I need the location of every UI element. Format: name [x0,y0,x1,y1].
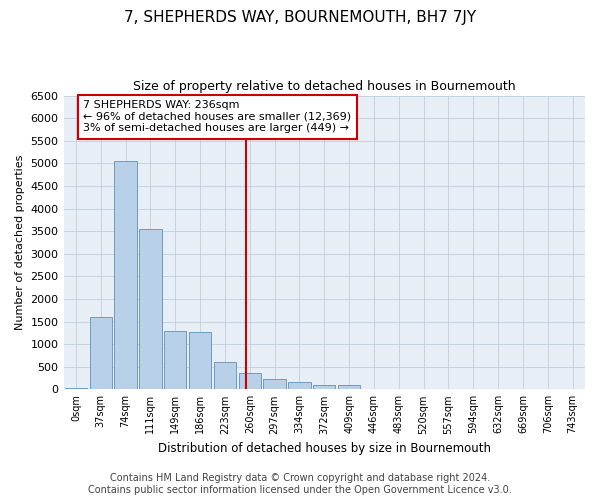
X-axis label: Distribution of detached houses by size in Bournemouth: Distribution of detached houses by size … [158,442,491,455]
Text: 7, SHEPHERDS WAY, BOURNEMOUTH, BH7 7JY: 7, SHEPHERDS WAY, BOURNEMOUTH, BH7 7JY [124,10,476,25]
Bar [338,385,360,390]
Bar [115,161,137,390]
Bar [139,229,161,390]
Bar [288,382,311,390]
Bar [164,330,187,390]
Bar [214,362,236,390]
Bar [189,332,211,390]
Bar [239,374,261,390]
Text: 7 SHEPHERDS WAY: 236sqm
← 96% of detached houses are smaller (12,369)
3% of semi: 7 SHEPHERDS WAY: 236sqm ← 96% of detache… [83,100,352,134]
Text: Contains HM Land Registry data © Crown copyright and database right 2024.
Contai: Contains HM Land Registry data © Crown c… [88,474,512,495]
Bar [313,385,335,390]
Y-axis label: Number of detached properties: Number of detached properties [15,154,25,330]
Title: Size of property relative to detached houses in Bournemouth: Size of property relative to detached ho… [133,80,515,93]
Bar [89,317,112,390]
Bar [65,388,87,390]
Bar [263,379,286,390]
